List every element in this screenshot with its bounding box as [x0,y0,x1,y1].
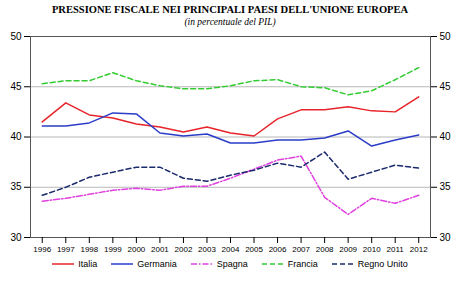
html-text:(in percentuale del PIL): (in percentuale del PIL) [184,17,276,27]
svg-text:1997: 1997 [57,245,75,254]
html-text:PRESSIONE FISCALE NEI PRINCIPA: PRESSIONE FISCALE NEI PRINCIPALI PAESI D… [52,4,408,15]
svg-text:30: 30 [440,232,452,243]
svg-text:2008: 2008 [316,245,334,254]
svg-text:2002: 2002 [175,245,193,254]
svg-text:50: 50 [10,31,22,42]
svg-text:50: 50 [440,31,452,42]
svg-text:45: 45 [440,81,452,92]
svg-text:2004: 2004 [222,245,240,254]
svg-text:2003: 2003 [198,245,216,254]
svg-text:1996: 1996 [33,245,51,254]
svg-text:2007: 2007 [292,245,310,254]
svg-text:2009: 2009 [339,245,357,254]
svg-text:2010: 2010 [363,245,381,254]
svg-text:35: 35 [10,181,22,192]
svg-text:2006: 2006 [269,245,287,254]
svg-text:1998: 1998 [80,245,98,254]
svg-text:2001: 2001 [151,245,169,254]
svg-text:2011: 2011 [387,245,405,254]
svg-text:35: 35 [440,181,452,192]
html-text:Spagna: Spagna [216,259,248,269]
svg-text:2005: 2005 [245,245,263,254]
html-text:Francia: Francia [287,259,318,269]
svg-text:45: 45 [10,81,22,92]
svg-text:40: 40 [10,131,22,142]
svg-text:2000: 2000 [127,245,145,254]
svg-text:2012: 2012 [410,245,428,254]
svg-text:30: 30 [10,232,22,243]
html-text:Italia: Italia [78,259,98,269]
svg-text:1999: 1999 [104,245,122,254]
svg-text:40: 40 [440,131,452,142]
html-text:Germania: Germania [137,259,177,269]
html-text:Regno Unito: Regno Unito [357,259,408,269]
